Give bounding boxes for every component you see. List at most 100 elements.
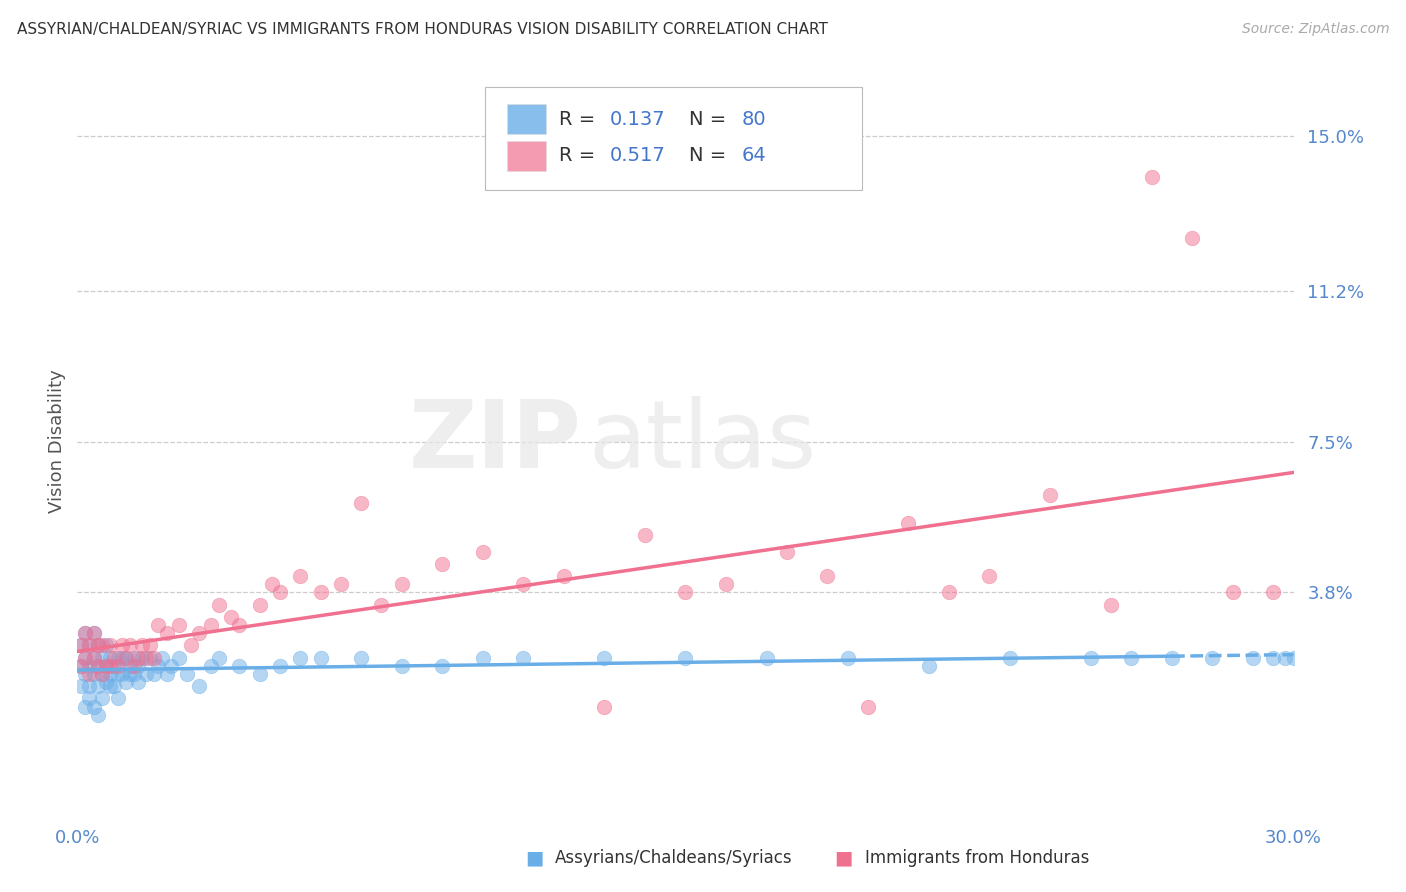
Point <box>86 638 108 652</box>
Point <box>155 666 177 681</box>
Point <box>430 557 453 571</box>
Point <box>221 610 243 624</box>
Point <box>897 516 920 530</box>
Point <box>79 638 101 652</box>
Point <box>148 618 170 632</box>
Point <box>1263 585 1285 599</box>
Point <box>111 638 134 652</box>
Point <box>188 626 211 640</box>
Point <box>111 666 134 681</box>
Point <box>90 650 112 665</box>
Point <box>180 638 202 652</box>
Point <box>86 707 108 722</box>
FancyBboxPatch shape <box>506 141 546 171</box>
Point <box>127 658 149 673</box>
Point <box>228 658 250 673</box>
Point <box>329 577 352 591</box>
Point <box>938 585 960 599</box>
Point <box>94 658 117 673</box>
Point <box>103 658 125 673</box>
Point <box>998 650 1021 665</box>
Point <box>856 699 879 714</box>
Point <box>70 658 93 673</box>
Point <box>98 666 121 681</box>
Point <box>260 577 283 591</box>
Point <box>118 638 141 652</box>
Text: 80: 80 <box>741 110 766 128</box>
Point <box>1201 650 1223 665</box>
Point <box>269 658 291 673</box>
Point <box>75 650 97 665</box>
Point <box>135 650 157 665</box>
Point <box>83 626 105 640</box>
FancyBboxPatch shape <box>506 104 546 135</box>
Text: ASSYRIAN/CHALDEAN/SYRIAC VS IMMIGRANTS FROM HONDURAS VISION DISABILITY CORRELATI: ASSYRIAN/CHALDEAN/SYRIAC VS IMMIGRANTS F… <box>17 22 828 37</box>
Point <box>553 569 575 583</box>
Point <box>90 691 112 706</box>
Text: Assyrians/Chaldeans/Syriacs: Assyrians/Chaldeans/Syriacs <box>555 849 793 867</box>
Point <box>675 585 697 599</box>
Point <box>98 679 121 693</box>
Point <box>75 626 97 640</box>
Point <box>98 658 121 673</box>
Point <box>139 650 162 665</box>
Point <box>143 666 166 681</box>
Point <box>430 658 453 673</box>
Point <box>131 638 153 652</box>
Point <box>118 666 141 681</box>
Point <box>290 569 312 583</box>
Point <box>107 658 129 673</box>
Point <box>103 679 125 693</box>
Point <box>776 544 799 558</box>
Text: atlas: atlas <box>588 395 817 488</box>
Point <box>1274 650 1296 665</box>
Point <box>290 650 312 665</box>
Point <box>148 658 170 673</box>
Text: 0.137: 0.137 <box>610 110 665 128</box>
Point <box>1161 650 1184 665</box>
Point <box>370 598 392 612</box>
Point <box>70 679 93 693</box>
Point <box>83 650 105 665</box>
Point <box>1099 598 1122 612</box>
Text: ■: ■ <box>524 848 544 868</box>
Point <box>79 638 101 652</box>
Point <box>115 650 138 665</box>
Point <box>86 679 108 693</box>
Point <box>90 666 112 681</box>
Point <box>86 658 108 673</box>
Point <box>115 650 138 665</box>
Point <box>79 691 101 706</box>
Point <box>167 618 190 632</box>
Point <box>139 638 162 652</box>
Point <box>94 638 117 652</box>
Point <box>127 675 149 690</box>
Point <box>118 658 141 673</box>
Text: ZIP: ZIP <box>409 395 582 488</box>
Point <box>176 666 198 681</box>
Point <box>1222 585 1244 599</box>
Point <box>90 666 112 681</box>
Point <box>837 650 859 665</box>
Point <box>200 618 222 632</box>
Point <box>512 577 534 591</box>
Point <box>200 658 222 673</box>
Point <box>309 585 332 599</box>
Point <box>1181 231 1204 245</box>
Text: N =: N = <box>689 110 733 128</box>
Point <box>755 650 778 665</box>
Point <box>350 650 373 665</box>
Point <box>107 666 129 681</box>
Point <box>103 650 125 665</box>
Point <box>122 658 145 673</box>
Point <box>167 650 190 665</box>
Point <box>143 650 166 665</box>
Point <box>111 650 134 665</box>
Point <box>94 675 117 690</box>
Point <box>634 528 657 542</box>
Point <box>83 699 105 714</box>
Text: 64: 64 <box>741 146 766 165</box>
Point <box>98 638 121 652</box>
Point <box>815 569 838 583</box>
Point <box>94 658 117 673</box>
